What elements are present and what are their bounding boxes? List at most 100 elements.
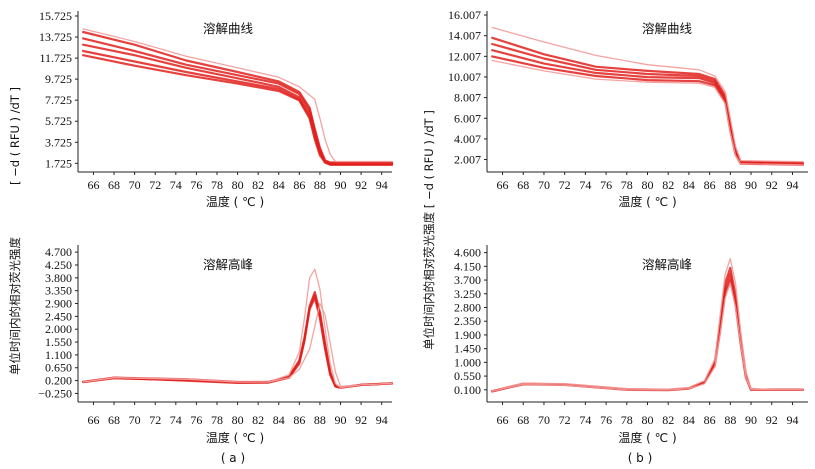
x-tick-label: 92	[766, 178, 778, 192]
series-line-a-p4	[82, 268, 393, 389]
x-tick-label: 74	[579, 178, 591, 192]
x-tick-label: 92	[355, 178, 367, 192]
x-tick-label: 74	[170, 413, 182, 427]
series-line-a-c1	[82, 30, 394, 164]
y-tick-label: 0.550	[454, 369, 481, 383]
y-tick-label: 8.007	[454, 91, 481, 105]
y-tick-label: 2.350	[454, 314, 481, 328]
y-tick-label: 10.007	[448, 70, 481, 84]
x-tick-label: 94	[376, 178, 388, 192]
y-tick-label: 3.250	[454, 287, 481, 301]
panel-a-melt-peak: 66 68 70 72 74 76 78 80 82 84 86 88 90 92 94 4.7004.250…	[38, 245, 394, 445]
y-tick-label: 4.700	[45, 245, 72, 259]
y-tick-label: 4.250	[45, 258, 72, 272]
series-line-a-p3	[82, 293, 394, 389]
y-tick-label: 4.600	[454, 246, 481, 260]
chart-title: 溶解曲线	[203, 21, 254, 36]
x-tick-label: 72	[559, 178, 571, 192]
series-line-a-p1	[82, 291, 394, 389]
x-tick-label: 94	[376, 413, 388, 427]
x-tick-label: 76	[600, 413, 612, 427]
x-tick-label: 90	[335, 413, 347, 427]
x-tick-label: 86	[704, 178, 716, 192]
y-tick-label: 7.725	[45, 93, 72, 107]
x-tick-label: 78	[211, 413, 223, 427]
chart-title: 溶解高峰	[642, 257, 693, 272]
x-tick-label: 70	[129, 413, 141, 427]
y-tick-label: 9.725	[45, 72, 72, 86]
y-tick-label: 1.725	[45, 156, 72, 170]
x-tick-label: 92	[355, 413, 367, 427]
x-tick-label: 82	[662, 413, 674, 427]
x-tick-label: 66	[497, 413, 509, 427]
x-tick-label: 82	[252, 178, 264, 192]
x-tick-label: 86	[293, 178, 305, 192]
x-tick-label: 88	[724, 413, 736, 427]
x-tick-label: 94	[786, 413, 798, 427]
y-tick-label: 1.900	[454, 328, 481, 342]
y-tick-label: 12.007	[448, 49, 481, 63]
series-line-a-c3	[82, 43, 394, 165]
left-shared-y-title: 单位时间内的相对荧光强度	[8, 237, 22, 375]
x-tick-label: 66	[87, 178, 99, 192]
x-tick-label: 94	[786, 178, 798, 192]
x-tick-label: 68	[517, 413, 529, 427]
x-tick-label: 68	[517, 178, 529, 192]
x-tick-label: 80	[642, 413, 654, 427]
y-tick-label: −0.250	[38, 386, 72, 400]
y-tick-label: 3.725	[45, 135, 72, 149]
caption-b: ( b )	[628, 451, 653, 465]
y-tick-label: 4.007	[454, 132, 481, 146]
x-tick-label: 72	[149, 413, 161, 427]
x-tick-label: 70	[538, 178, 550, 192]
x-tick-label: 88	[724, 178, 736, 192]
y-tick-label: 16.007	[448, 8, 481, 22]
x-tick-label: 66	[497, 178, 509, 192]
x-tick-label: 76	[190, 413, 202, 427]
series-line-b-p1	[491, 266, 804, 393]
y-tick-label: 3.700	[454, 273, 481, 287]
y-tick-label: 2.800	[454, 300, 481, 314]
y-tick-label: 3.800	[45, 271, 72, 285]
y-tick-label: 13.725	[39, 30, 72, 44]
x-tick-label: 82	[252, 413, 264, 427]
series-line-b-p2	[491, 272, 804, 393]
x-tick-label: 66	[87, 413, 99, 427]
x-tick-label: 90	[335, 178, 347, 192]
y-tick-label: 0.100	[454, 383, 481, 397]
x-tick-label: 72	[149, 178, 161, 192]
panel-b-melt-peak: 66 68 70 72 74 76 78 80 82 84 86 88 90 92 94 4.6004.150…	[454, 245, 808, 445]
x-tick-label: 70	[538, 413, 550, 427]
x-tick-label: 90	[745, 413, 757, 427]
series-line-b-p4	[491, 258, 804, 392]
x-tick-label: 84	[273, 413, 285, 427]
x-tick-label: 68	[108, 413, 120, 427]
y-tick-label: 0.650	[45, 361, 72, 375]
x-tick-label: 86	[293, 413, 305, 427]
y-tick-label: 1.450	[454, 342, 481, 356]
series-line-b-p5	[491, 282, 804, 392]
panel-a-melt-curve: 66 68 70 72 74 76 78 80 82 84 86 88 90 92 94 15.725 13.7…	[39, 9, 394, 209]
x-tick-label: 88	[314, 413, 326, 427]
y-tick-label: 3.350	[45, 284, 72, 298]
panel-b-melt-curve: 66 68 70 72 74 76 78 80 82 84 86 88 90 92 94 16.007 14.0…	[448, 8, 808, 209]
caption-a: ( a )	[221, 451, 245, 465]
x-tick-label: 80	[642, 178, 654, 192]
x-tick-label: 74	[579, 413, 591, 427]
x-tick-label: 78	[621, 413, 633, 427]
y-tick-label: 2.000	[45, 322, 72, 336]
series-line-a-c6	[82, 28, 393, 163]
x-tick-label: 84	[683, 413, 695, 427]
y-tick-label: 1.000	[454, 355, 481, 369]
right-shared-y-title: 单位时间内的相对荧光强度 [ −d ( RFU ) /dT ]	[422, 110, 436, 350]
x-tick-label: 78	[621, 178, 633, 192]
series-line-a-p2	[82, 296, 394, 389]
x-tick-label: 80	[232, 178, 244, 192]
x-axis-label: 温度 ( ℃ )	[206, 194, 264, 209]
y-tick-label: 2.900	[45, 297, 72, 311]
x-tick-label: 84	[683, 178, 695, 192]
x-tick-label: 80	[232, 413, 244, 427]
y-tick-label: 2.007	[454, 153, 481, 167]
y-tick-label: 11.725	[39, 51, 72, 65]
